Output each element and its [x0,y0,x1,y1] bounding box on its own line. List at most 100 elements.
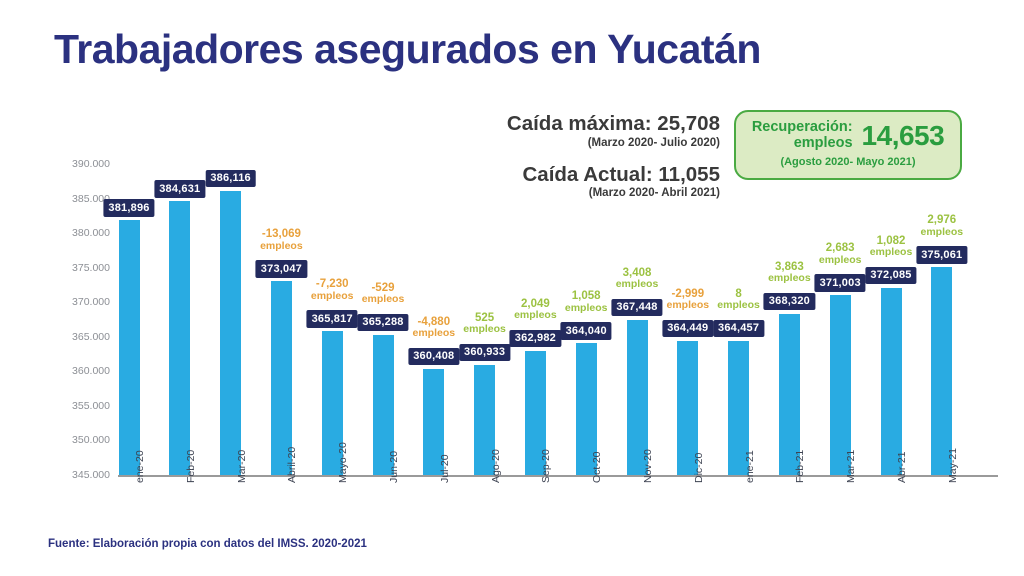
bar[interactable] [677,340,699,475]
bar-value-label: 364,449 [662,319,714,338]
y-axis-tick-label: 375.000 [72,261,110,274]
bar-value-label: 360,933 [459,343,511,362]
bar[interactable] [524,350,546,475]
bar-delta-unit: empleos [310,289,354,302]
bar-delta-unit: empleos [361,293,405,306]
bar-delta-value: -13,069 [261,228,301,241]
recovery-label-line1: Recuperación: [751,119,853,136]
bar-delta-label: 3,408 empleos [616,267,659,291]
axis-baseline [118,475,998,477]
bar-value-label: 386,116 [205,169,256,188]
x-axis-tick-label: Feb-21 [794,449,807,483]
x-axis-tick-label: Abril-20 [286,446,299,483]
y-axis-tick-label: 350.000 [72,434,110,447]
bar-value-label: 372,085 [865,266,917,285]
bar[interactable] [423,368,445,475]
bar-delta-value: -2,999 [671,287,705,300]
bar[interactable] [829,295,851,475]
x-axis-tick-label: May-21 [946,447,959,483]
bar-value-label: 360,408 [408,347,460,365]
bar-delta-unit: empleos [666,298,710,311]
bar-delta-unit: empleos [869,246,913,259]
x-axis-tick-label: Nov-20 [642,449,654,483]
recovery-label-line2: empleos [793,135,853,151]
bar-delta-label: 1,058 empleos [565,290,608,314]
current-drop-period: (Marzo 2020- Abril 2021) [588,187,720,200]
bar-delta-label: 2,976 empleos [920,214,963,238]
bar-delta-label: 3,863 empleos [768,261,811,285]
y-axis-tick-label: 370.000 [72,296,110,309]
x-axis-tick-label: ene-21 [743,450,756,483]
bar-delta-unit: empleos [768,272,811,285]
x-axis-tick-label: Abr-21 [896,451,908,483]
bar-value-label: 371,003 [814,274,866,292]
y-axis-tick-label: 360.000 [72,365,110,378]
x-axis-tick-label: Dic-20 [692,452,705,483]
bar-delta-value: -7,230 [315,278,349,291]
bar-delta-unit: empleos [514,309,557,322]
bar[interactable] [778,313,800,475]
bar-value-label: 364,457 [713,319,765,338]
bar[interactable] [372,334,394,475]
bar-delta-value: 1,058 [571,290,601,303]
bar[interactable] [169,201,191,475]
bar-value-label: 381,896 [103,199,155,217]
bar-delta-label: 2,049 empleos [514,298,557,322]
bar[interactable] [880,287,902,475]
bar[interactable] [575,343,597,475]
bar-value-label: 365,288 [357,313,409,332]
bar-delta-unit: empleos [818,253,862,266]
max-drop-period: (Marzo 2020- Julio 2020) [587,136,720,149]
bar-value-label: 375,061 [916,246,968,264]
bar[interactable] [931,267,953,475]
bar-value-label: 365,817 [306,310,358,328]
bar[interactable] [118,220,140,475]
bar-delta-label: -2,999 empleos [666,288,709,312]
recovery-value: 14,653 [861,120,945,151]
bar-delta-value: 2,683 [825,242,855,255]
bar-delta-value: 8 [735,287,742,300]
bar[interactable] [728,340,750,475]
y-axis-tick-label: 390.000 [72,158,110,170]
bar-delta-unit: empleos [412,326,456,339]
bar-delta-value: -529 [371,281,395,294]
bar-delta-unit: empleos [615,278,659,291]
y-axis-tick-label: 355.000 [72,399,110,412]
bar-delta-unit: empleos [717,298,760,311]
bar-delta-unit: empleos [260,239,303,252]
callout-text-block: Caída máxima: 25,708 (Marzo 2020- Julio … [440,112,720,199]
bar[interactable] [474,364,496,475]
recovery-callout-box: Recuperación: empleos 14,653 (Agosto 202… [734,110,962,180]
bar-value-label: 373,047 [255,260,307,278]
bar-delta-label: 8 empleos [717,288,760,312]
source-note: Fuente: Elaboración propia con datos del… [48,538,367,550]
bar-delta-unit: empleos [463,323,506,336]
bar-delta-label: 2,683 empleos [819,242,862,266]
x-axis-tick-label: Jun-20 [388,450,400,483]
bar-value-label: 364,040 [560,322,612,340]
y-axis-tick-label: 365.000 [72,330,110,343]
recovery-period: (Agosto 2020- Mayo 2021) [780,156,916,168]
bar-delta-label: -13,069 empleos [260,228,303,252]
bar[interactable] [626,319,648,475]
bar-value-label: 367,448 [611,298,663,317]
bar[interactable] [220,190,242,475]
x-axis-tick-label: Mar-20 [235,449,248,483]
bar[interactable] [321,331,343,475]
bar[interactable] [270,281,292,475]
bar-delta-value: 2,976 [927,214,957,227]
x-axis-tick-label: Mayo-20 [337,442,350,483]
bar-delta-value: 3,863 [774,260,804,273]
x-axis-tick-label: Mar-21 [845,449,858,483]
bar-delta-label: -4,880 empleos [412,316,455,340]
current-drop-label: Caída Actual: 11,055 [522,162,720,186]
x-axis-tick-label: Sep-20 [540,449,553,483]
y-axis-tick-label: 385.000 [72,192,110,205]
bar-delta-value: -4,880 [417,315,451,328]
x-axis-tick-label: Ago-20 [489,449,502,483]
bar-delta-value: 525 [474,311,495,324]
y-axis-tick-label: 380.000 [72,227,110,240]
bar-value-label: 368,320 [763,292,815,311]
